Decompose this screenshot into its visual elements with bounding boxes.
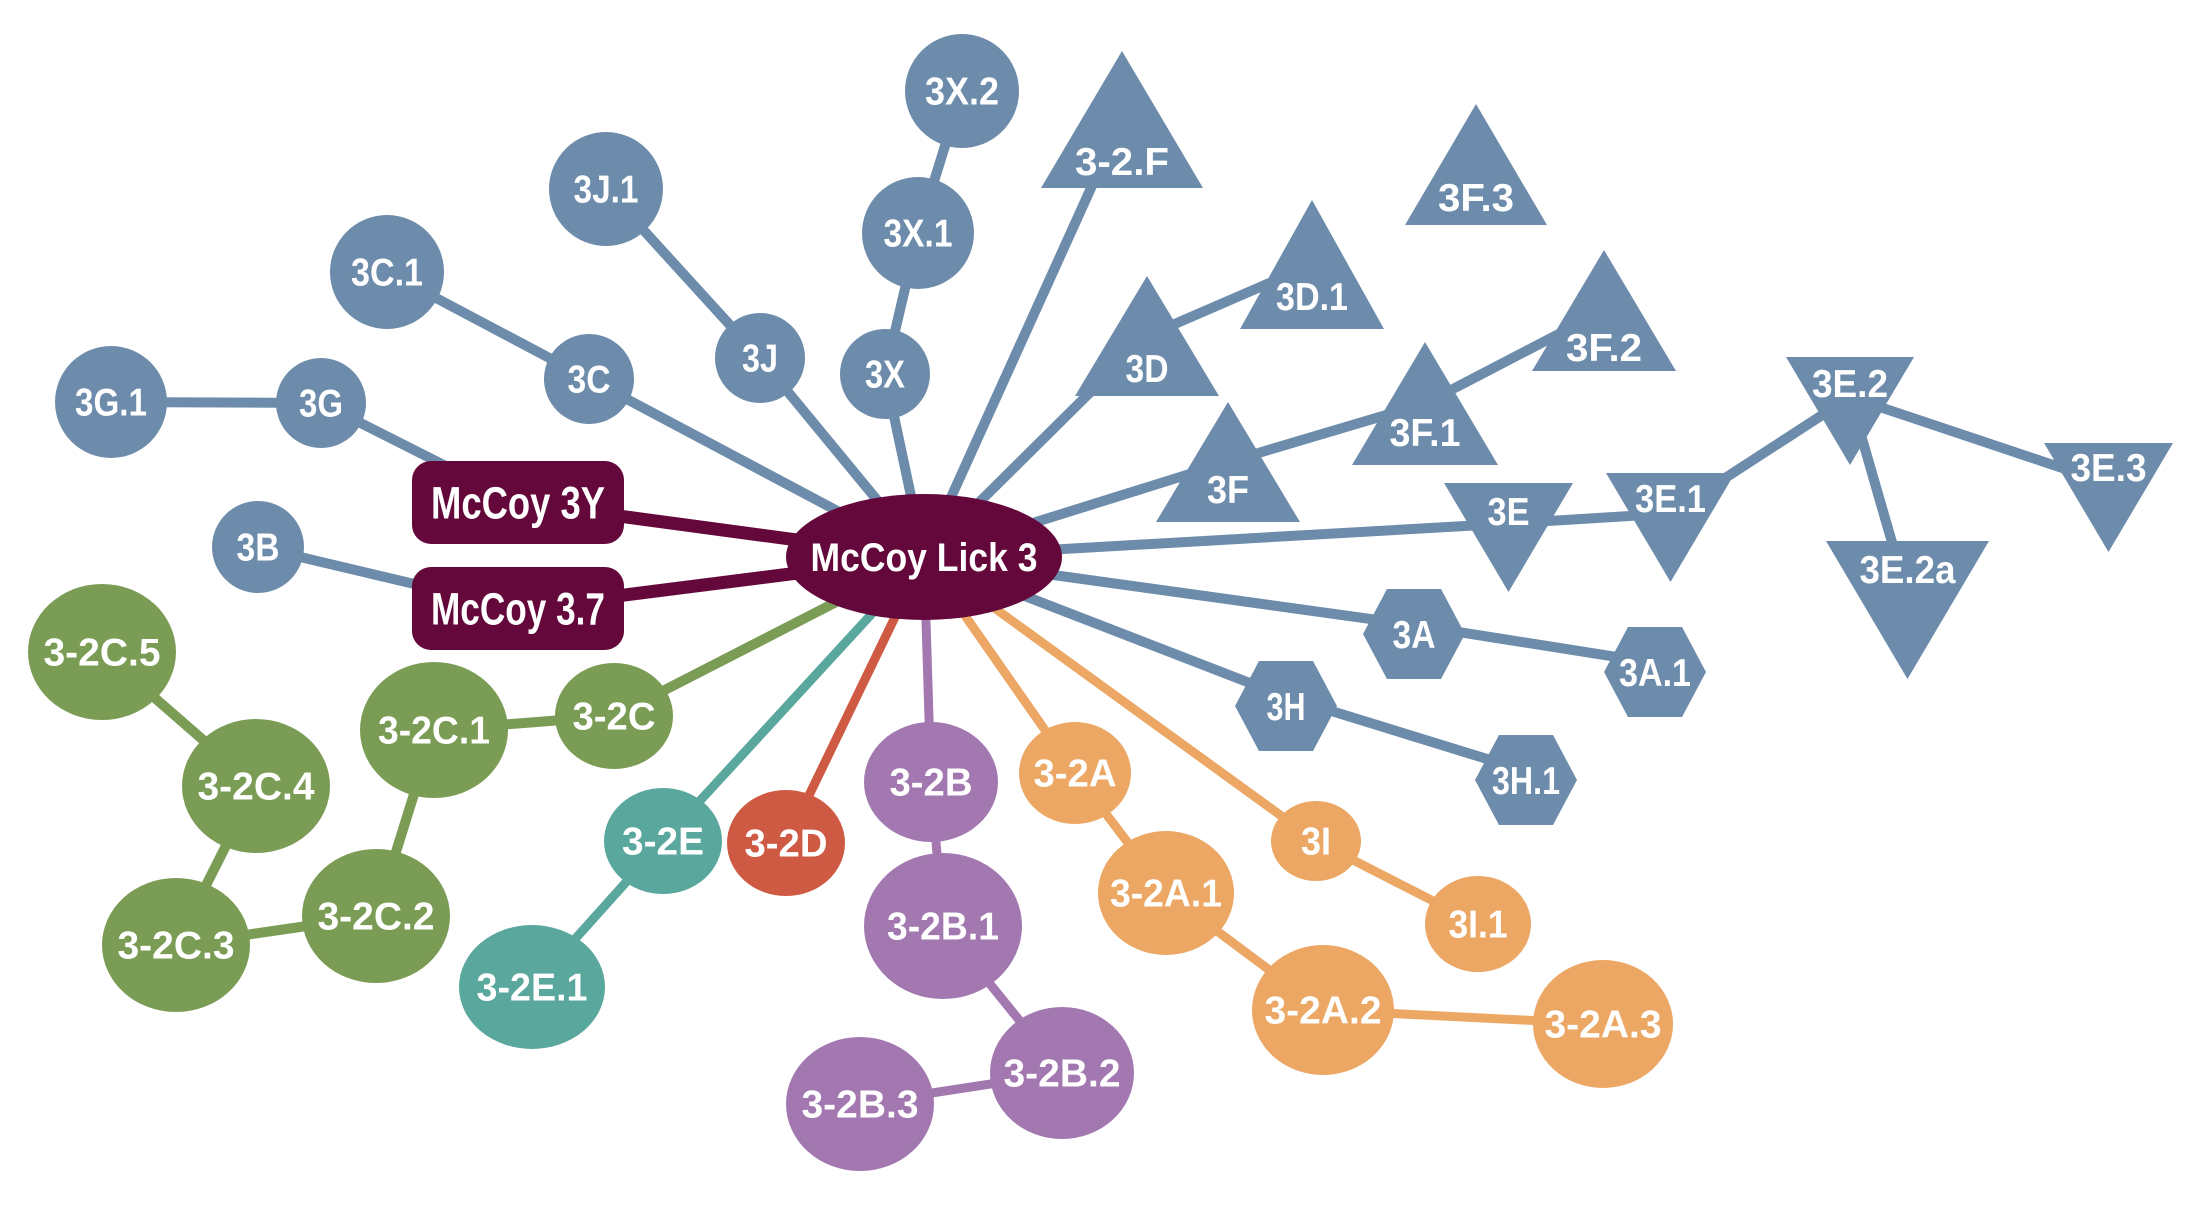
svg-text:3-2A.3: 3-2A.3 bbox=[1545, 1004, 1662, 1047]
svg-text:3G.1: 3G.1 bbox=[75, 382, 147, 425]
svg-text:3-2C: 3-2C bbox=[573, 696, 656, 739]
svg-text:3H.1: 3H.1 bbox=[1492, 760, 1560, 803]
svg-text:3I.1: 3I.1 bbox=[1449, 904, 1508, 947]
svg-text:3C: 3C bbox=[568, 359, 611, 402]
svg-text:3-2A: 3-2A bbox=[1034, 753, 1117, 796]
svg-text:3J: 3J bbox=[742, 338, 778, 381]
svg-text:3-2E: 3-2E bbox=[622, 821, 704, 864]
svg-text:3E.1: 3E.1 bbox=[1635, 478, 1706, 521]
svg-text:3-2.F: 3-2.F bbox=[1075, 141, 1169, 184]
svg-text:3-2A.2: 3-2A.2 bbox=[1265, 990, 1382, 1033]
svg-text:3H: 3H bbox=[1267, 686, 1306, 729]
svg-text:3J.1: 3J.1 bbox=[574, 169, 639, 212]
svg-text:3E.3: 3E.3 bbox=[2071, 447, 2147, 490]
svg-text:3-2B.1: 3-2B.1 bbox=[887, 906, 999, 949]
svg-text:3D.1: 3D.1 bbox=[1276, 276, 1348, 319]
svg-text:3-2B.3: 3-2B.3 bbox=[802, 1084, 919, 1127]
svg-text:3X.2: 3X.2 bbox=[925, 71, 999, 114]
svg-text:3G: 3G bbox=[299, 383, 343, 426]
svg-text:3X: 3X bbox=[865, 354, 905, 397]
svg-text:3E.2: 3E.2 bbox=[1812, 363, 1888, 406]
svg-text:3-2C.5: 3-2C.5 bbox=[44, 632, 161, 675]
svg-text:3D: 3D bbox=[1126, 348, 1169, 391]
svg-text:3E: 3E bbox=[1488, 491, 1530, 534]
svg-text:3F.3: 3F.3 bbox=[1438, 177, 1514, 220]
svg-text:3I: 3I bbox=[1301, 821, 1331, 864]
svg-text:3F.1: 3F.1 bbox=[1390, 412, 1461, 455]
svg-text:3C.1: 3C.1 bbox=[351, 252, 423, 295]
svg-text:McCoy 3Y: McCoy 3Y bbox=[431, 478, 605, 529]
svg-text:3X.1: 3X.1 bbox=[884, 213, 953, 256]
svg-text:3-2C.4: 3-2C.4 bbox=[198, 766, 315, 809]
svg-text:3A.1: 3A.1 bbox=[1619, 652, 1691, 695]
svg-text:3A: 3A bbox=[1393, 614, 1436, 657]
svg-text:3-2B.2: 3-2B.2 bbox=[1004, 1053, 1121, 1096]
svg-text:3F.2: 3F.2 bbox=[1566, 327, 1642, 370]
svg-text:3-2B: 3-2B bbox=[890, 762, 973, 805]
svg-text:3-2E.1: 3-2E.1 bbox=[477, 967, 588, 1010]
svg-text:McCoy 3.7: McCoy 3.7 bbox=[431, 584, 605, 635]
svg-text:3-2D: 3-2D bbox=[745, 823, 828, 866]
svg-text:3B: 3B bbox=[237, 527, 280, 570]
svg-text:3E.2a: 3E.2a bbox=[1860, 549, 1956, 592]
svg-text:3F: 3F bbox=[1207, 469, 1249, 512]
svg-text:3-2C.1: 3-2C.1 bbox=[378, 710, 490, 753]
svg-text:McCoy Lick 3: McCoy Lick 3 bbox=[811, 536, 1038, 580]
svg-text:3-2A.1: 3-2A.1 bbox=[1110, 873, 1222, 916]
svg-text:3-2C.3: 3-2C.3 bbox=[118, 925, 235, 968]
svg-text:3-2C.2: 3-2C.2 bbox=[318, 896, 435, 939]
